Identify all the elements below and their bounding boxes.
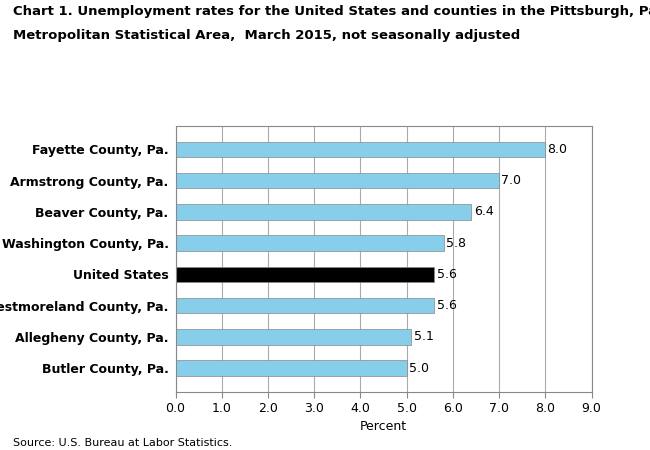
Bar	[176, 329, 411, 345]
Text: Metropolitan Statistical Area,  March 2015, not seasonally adjusted: Metropolitan Statistical Area, March 201…	[13, 29, 520, 42]
Text: Source: U.S. Bureau at Labor Statistics.: Source: U.S. Bureau at Labor Statistics.	[13, 438, 233, 448]
Bar	[176, 235, 443, 251]
Text: 6.4: 6.4	[474, 205, 493, 218]
Text: 7.0: 7.0	[501, 174, 521, 187]
X-axis label: Percent: Percent	[360, 420, 407, 433]
Bar	[176, 360, 407, 376]
Bar	[176, 266, 434, 282]
Text: 5.0: 5.0	[409, 361, 429, 374]
Text: 5.1: 5.1	[413, 330, 434, 343]
Text: 8.0: 8.0	[547, 143, 567, 156]
Text: 5.6: 5.6	[437, 268, 456, 281]
Text: 5.8: 5.8	[446, 237, 466, 250]
Bar	[176, 204, 471, 220]
Text: 5.6: 5.6	[437, 299, 456, 312]
Bar	[176, 142, 545, 157]
Bar	[176, 298, 434, 313]
Bar	[176, 173, 499, 189]
Text: Chart 1. Unemployment rates for the United States and counties in the Pittsburgh: Chart 1. Unemployment rates for the Unit…	[13, 4, 650, 18]
